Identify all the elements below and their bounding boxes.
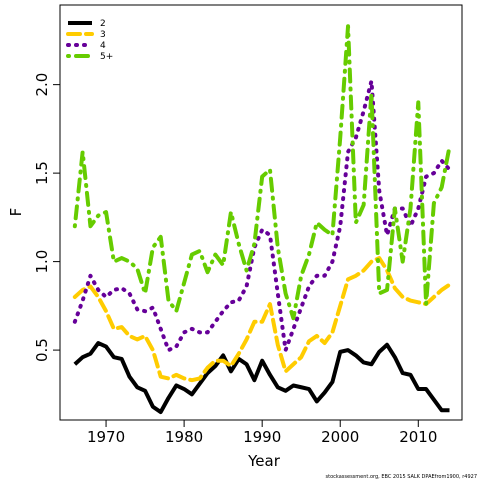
x-tick-label: 1990 [243, 428, 281, 446]
series-line [73, 341, 450, 415]
x-tick-label: 2000 [321, 428, 359, 446]
y-tick-label: 2.0 [33, 73, 51, 97]
series-line [72, 79, 452, 353]
legend-label: 3 [100, 30, 106, 40]
series-line [72, 24, 452, 321]
y-tick-label: 0.5 [33, 338, 51, 362]
legend-label: 5+ [100, 52, 113, 62]
y-tick-label: 1.0 [33, 250, 51, 274]
x-tick-label: 1970 [87, 428, 125, 446]
y-axis-title: F [7, 208, 25, 217]
footnote: stockassessment.org, EBC 2015 SALK DPAEf… [326, 474, 477, 480]
x-tick-label: 1980 [165, 428, 203, 446]
y-tick-label: 1.5 [33, 161, 51, 185]
legend-label: 4 [100, 41, 106, 51]
x-axis-title: Year [247, 452, 281, 470]
legend-label: 2 [100, 19, 106, 29]
x-tick-label: 2010 [399, 428, 437, 446]
plot-box [59, 4, 463, 421]
